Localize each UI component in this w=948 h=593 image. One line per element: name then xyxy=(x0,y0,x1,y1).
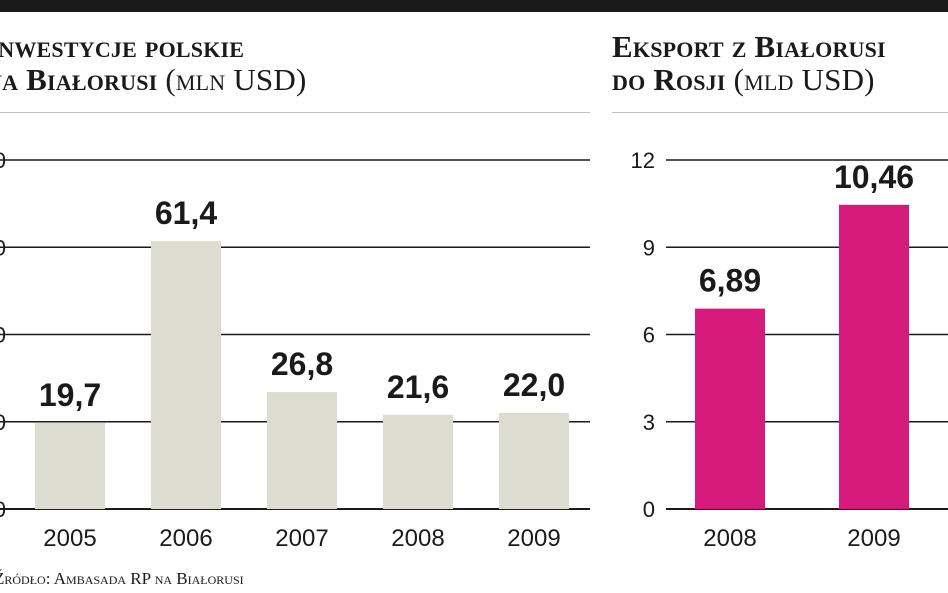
chart1-title: Inwestycje polskie na Białorusi (mln USD… xyxy=(0,30,306,96)
chart1-value-label: 19,7 xyxy=(39,377,101,413)
chart1-bar xyxy=(35,423,105,509)
chart2-bar xyxy=(839,204,909,509)
chart1-bar xyxy=(267,392,337,509)
chart2-ytick-label: 6 xyxy=(643,323,655,348)
chart1-ytick-label: 0 xyxy=(0,497,6,522)
chart1-divider xyxy=(0,112,590,113)
chart1-title-line2: na Białorusi xyxy=(0,62,158,97)
chart2-ytick-label: 0 xyxy=(643,497,655,522)
chart1-ytick-label: 40 xyxy=(0,323,6,348)
chart1-title-line1: Inwestycje polskie xyxy=(0,29,245,64)
chart2-ytick-label: 9 xyxy=(643,235,655,260)
chart1-bar xyxy=(499,413,569,509)
chart1-title-unit: (mln USD) xyxy=(165,62,307,97)
chart1-value-label: 22,0 xyxy=(503,367,565,403)
chart2-title-line2: do Rosji xyxy=(612,62,726,97)
chart1-bar xyxy=(151,241,221,509)
chart2-ytick-label: 3 xyxy=(643,410,655,435)
chart1-bar xyxy=(383,414,453,509)
chart2-title-unit: (mld USD) xyxy=(733,62,875,97)
source-note: Źródło: Ambasada RP na Białorusi xyxy=(0,569,244,588)
chart1-value-label: 61,4 xyxy=(155,195,217,231)
chart1-ytick-label: 20 xyxy=(0,410,6,435)
chart2-category-label: 2008 xyxy=(703,525,756,552)
chart1-ytick-label: 80 xyxy=(0,148,6,173)
chart1-ytick-label: 60 xyxy=(0,235,6,260)
chart2-category-label: 2009 xyxy=(847,525,900,552)
top-rule xyxy=(0,0,948,12)
chart1-category-label: 2009 xyxy=(507,525,560,552)
chart2-value-label: 6,89 xyxy=(699,263,761,299)
chart1-category-label: 2006 xyxy=(159,525,212,552)
chart1-value-label: 26,8 xyxy=(271,346,333,382)
chart1-value-label: 21,6 xyxy=(387,369,449,405)
chart2-ytick-label: 12 xyxy=(631,148,655,173)
chart1-category-label: 2005 xyxy=(43,525,96,552)
chart2-title: Eksport z Białorusi do Rosji (mld USD) xyxy=(612,30,886,96)
chart2-bar xyxy=(695,308,765,509)
chart2-value-label: 10,46 xyxy=(834,159,914,195)
chart1-category-label: 2008 xyxy=(391,525,444,552)
chart2-divider xyxy=(612,112,948,113)
chart2-title-line1: Eksport z Białorusi xyxy=(612,29,886,64)
chart1-category-label: 2007 xyxy=(275,525,328,552)
